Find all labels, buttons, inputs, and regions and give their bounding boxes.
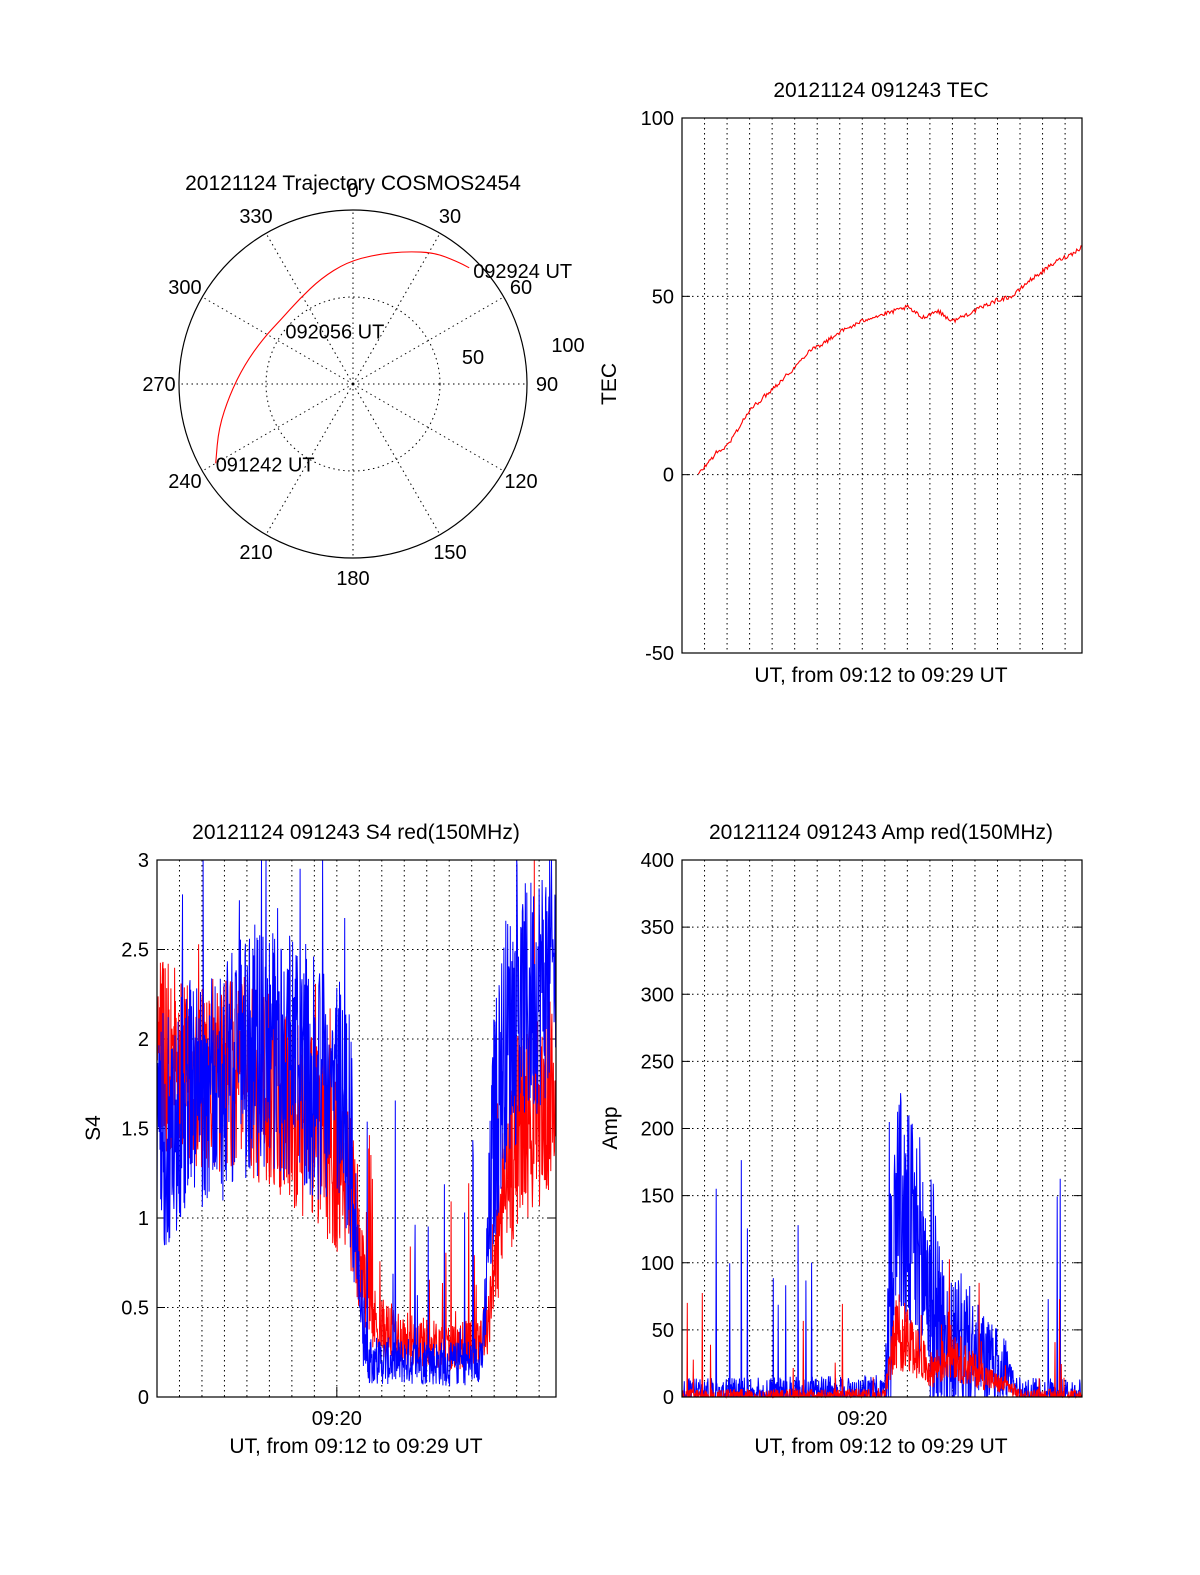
amp-series	[681, 1093, 1083, 1399]
amp-y-tick-label: 350	[641, 917, 674, 939]
tec-frame	[681, 117, 1083, 654]
amp-y-label: Amp	[599, 1106, 622, 1149]
s4-y-tick-label: 2.5	[121, 940, 149, 962]
polar-spoke-150	[352, 383, 441, 535]
tec-panel: 20121124 091243 TEC -50 0 50 100 UT, from 0…	[598, 79, 1083, 687]
polar-angle-label-300: 300	[168, 277, 201, 299]
polar-annotation-start: 091242 UT	[216, 454, 315, 476]
s4-series	[156, 859, 557, 1387]
tec-y-tick-label: 50	[652, 286, 674, 308]
s4-y-tick-label: 1.5	[121, 1119, 149, 1141]
amp-y-tick-label: 200	[641, 1119, 674, 1141]
tec-series-red-line	[697, 245, 1082, 475]
s4-x-label: UT, from 09:12 to 09:29 UT	[229, 1435, 482, 1458]
tec-y-tick-label: 100	[641, 108, 674, 130]
polar-angle-label-330: 330	[239, 206, 272, 228]
amp-y-tick-label: 150	[641, 1186, 674, 1208]
polar-angle-label-30: 30	[439, 206, 461, 228]
polar-spoke-330	[265, 233, 354, 385]
s4-y-tick-label: 2	[138, 1029, 149, 1051]
polar-outer-ring	[178, 209, 528, 559]
tec-grid	[682, 118, 1082, 653]
tec-y-tick-label: 0	[663, 465, 674, 487]
amp-y-tick-label: 250	[641, 1051, 674, 1073]
polar-radial-tick-50: 50	[462, 347, 484, 369]
polar-spoke-240	[202, 383, 354, 472]
tec-x-label: UT, from 09:12 to 09:29 UT	[754, 664, 1007, 687]
amp-title: 20121124 091243 Amp red(150MHz)	[709, 821, 1053, 844]
polar-angle-label-0: 0	[347, 180, 358, 202]
polar-spoke-300	[202, 296, 354, 385]
amp-series-red-line	[681, 1259, 1083, 1399]
tec-series	[697, 245, 1082, 475]
polar-spokes	[179, 210, 527, 558]
amp-y-tick-label: 0	[663, 1387, 674, 1409]
s4-title: 20121124 091243 S4 red(150MHz)	[192, 821, 520, 844]
polar-angle-label-120: 120	[504, 471, 537, 493]
polar-title: 20121124 Trajectory COSMOS2454	[185, 172, 521, 195]
polar-inner-ring	[265, 296, 441, 472]
s4-y-tick-label: 0	[138, 1387, 149, 1409]
polar-radial-tick-100: 100	[551, 335, 584, 357]
polar-annotation-mid: 092056 UT	[285, 321, 384, 343]
tec-y-label: TEC	[598, 363, 621, 405]
polar-angle-label-240: 240	[168, 471, 201, 493]
amp-x-tick-0920: 09:20	[837, 1408, 887, 1430]
s4-y-tick-label: 1	[138, 1208, 149, 1230]
polar-angle-label-270: 270	[142, 374, 175, 396]
polar-spoke-120	[352, 383, 504, 472]
polar-trajectory-line	[215, 251, 470, 464]
polar-panel: 20121124 Trajectory COSMOS2454 0 30 60 90 12…	[142, 172, 584, 590]
polar-angle-label-90: 90	[536, 374, 558, 396]
amp-series-blue-line	[681, 1093, 1082, 1399]
polar-angle-labels: 0 30 60 90 120 150 180 210 240 270 300 330	[142, 180, 558, 590]
amp-y-tick-label: 50	[652, 1320, 674, 1342]
polar-annotation-end: 092924 UT	[473, 261, 572, 283]
amp-panel: 20121124 091243 Amp red(150MHz) 0 50 100 15…	[599, 821, 1083, 1458]
amp-y-tick-label: 300	[641, 984, 674, 1006]
s4-y-ticks: 0 0.5 1 1.5 2 2.5 3	[121, 850, 556, 1409]
s4-y-tick-label: 0.5	[121, 1298, 149, 1320]
amp-frame	[681, 859, 1083, 1398]
s4-panel: 20121124 091243 S4 red(150MHz) 0 0.5 1 1.5 2…	[82, 821, 557, 1458]
polar-angle-label-180: 180	[336, 568, 369, 590]
s4-x-tick-0920: 09:20	[312, 1408, 362, 1430]
tec-y-ticks: -50 0 50 100	[641, 108, 1082, 665]
polar-angle-label-210: 210	[239, 542, 272, 564]
tec-title: 20121124 091243 TEC	[773, 79, 988, 102]
s4-y-tick-label: 3	[138, 850, 149, 872]
polar-angle-label-60: 60	[510, 277, 532, 299]
polar-spoke-60	[352, 296, 504, 385]
polar-angle-label-150: 150	[433, 542, 466, 564]
amp-y-tick-label: 100	[641, 1253, 674, 1275]
polar-spoke-210	[265, 383, 354, 535]
s4-y-label: S4	[82, 1115, 105, 1141]
s4-frame	[156, 859, 557, 1398]
amp-y-tick-label: 400	[641, 850, 674, 872]
s4-series-blue-line	[156, 859, 557, 1387]
amp-y-ticks: 0 50 100 150 200 250 300 350 400	[641, 850, 1082, 1409]
tec-y-tick-label: -50	[645, 643, 674, 665]
amp-x-label: UT, from 09:12 to 09:29 UT	[754, 1435, 1007, 1458]
polar-spoke-30	[352, 233, 441, 385]
